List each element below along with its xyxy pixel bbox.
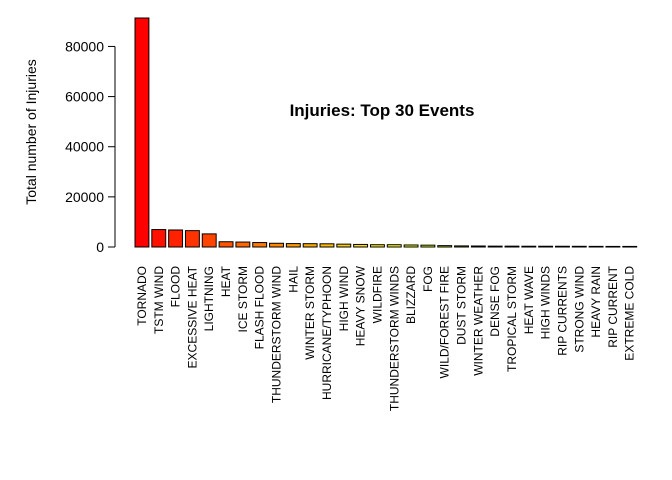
bar [184, 230, 200, 248]
bar [134, 17, 150, 248]
bar [454, 245, 469, 248]
bar [302, 243, 318, 248]
category-label: WILD/FOREST FIRE [438, 266, 452, 378]
category-label: FLASH FLOOD [253, 266, 267, 350]
category-label: THUNDERSTORM WIND [270, 266, 284, 403]
y-axis-title: Total number of Injuries [23, 59, 39, 205]
category-label: DENSE FOG [488, 266, 502, 337]
category-label: FLOOD [169, 266, 183, 308]
category-label: HAIL [286, 266, 300, 293]
bars [134, 17, 638, 248]
category-label: FOG [421, 266, 435, 292]
category-label: EXTREME COLD [623, 266, 637, 361]
bar [420, 244, 436, 248]
category-label: HEAT [219, 265, 233, 297]
category-label: DUST STORM [455, 266, 469, 345]
bar [201, 233, 217, 248]
bar [252, 242, 268, 248]
bar [319, 243, 335, 248]
bar [151, 229, 167, 248]
category-label: STRONG WIND [572, 266, 586, 353]
y-tick-label: 60000 [65, 89, 104, 105]
y-tick-label: 80000 [65, 38, 104, 54]
bar [437, 245, 453, 248]
bar [588, 245, 604, 248]
bar [487, 245, 503, 248]
y-tick-label: 0 [96, 239, 104, 255]
bar [218, 241, 234, 248]
bar [269, 242, 284, 248]
category-label: WILDFIRE [370, 266, 384, 323]
category-label: TROPICAL STORM [505, 266, 519, 372]
category-label: WINTER WEATHER [471, 266, 485, 376]
y-tick-label: 40000 [65, 139, 104, 155]
category-label: HEAT WAVE [522, 266, 536, 334]
bar [521, 245, 537, 248]
category-label: HIGH WINDS [539, 266, 553, 339]
category-label: RIP CURRENT [606, 265, 620, 347]
bar [403, 244, 419, 248]
y-axis: 0 20000 40000 60000 80000 [65, 38, 116, 255]
category-label: TORNADO [135, 266, 149, 326]
category-label: RIP CURRENTS [555, 266, 569, 356]
bar [285, 243, 301, 248]
chart-title: Injuries: Top 30 Events [290, 101, 475, 120]
bar [386, 244, 402, 248]
category-label: WINTER STORM [303, 266, 317, 360]
category-label: HURRICANE/TYPHOON [320, 266, 334, 400]
bar [571, 245, 587, 248]
category-label: BLIZZARD [404, 266, 418, 324]
bar [369, 244, 385, 248]
bar [235, 241, 251, 248]
bar [353, 243, 369, 248]
bar [605, 245, 621, 248]
bar [336, 243, 352, 248]
y-tick-label: 20000 [65, 189, 104, 205]
bar [168, 229, 184, 248]
category-label: TSTM WIND [152, 266, 166, 334]
bar [504, 245, 520, 248]
category-label: ICE STORM [236, 266, 250, 332]
bar [538, 245, 554, 248]
category-label: THUNDERSTORM WINDS [387, 266, 401, 411]
category-label: EXCESSIVE HEAT [185, 265, 199, 368]
category-labels: TORNADO TSTM WIND FLOOD EXCESSIVE HEAT LIGHT… [135, 265, 637, 411]
bar [555, 245, 570, 248]
category-label: HEAVY SNOW [354, 265, 368, 346]
category-label: LIGHTNING [202, 266, 216, 331]
bar [622, 245, 638, 248]
category-label: HEAVY RAIN [589, 266, 603, 338]
bar [470, 245, 486, 248]
category-label: HIGH WIND [337, 266, 351, 332]
